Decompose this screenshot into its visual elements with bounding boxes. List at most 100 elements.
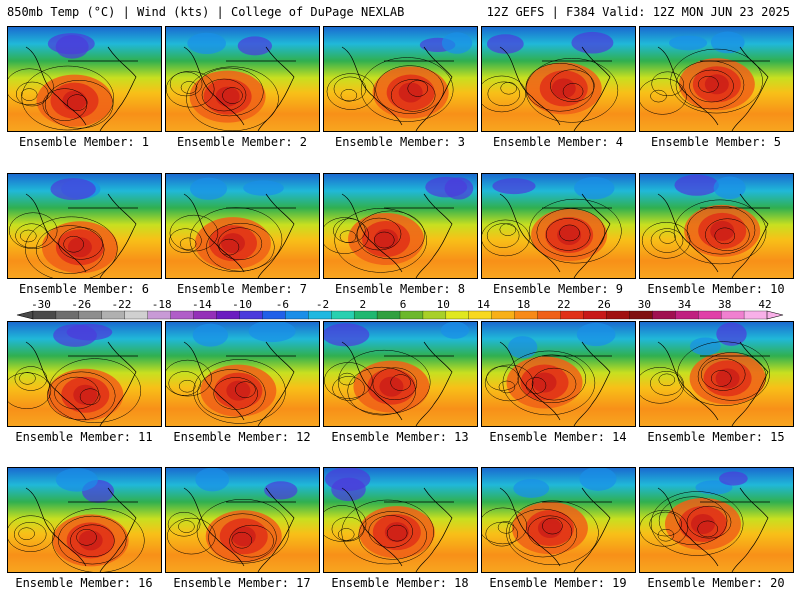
cool-anomaly bbox=[444, 177, 474, 200]
ensemble-member-map bbox=[639, 321, 794, 427]
colorbar-tick-label: -30 bbox=[31, 298, 51, 311]
colorbar-swatch bbox=[101, 310, 126, 320]
height-contour bbox=[482, 507, 528, 545]
cool-anomaly bbox=[53, 324, 97, 347]
warm-anomaly bbox=[557, 224, 582, 245]
ensemble-member-map bbox=[481, 321, 636, 427]
height-contour bbox=[222, 87, 243, 104]
ensemble-member-map bbox=[639, 26, 794, 132]
height-contour bbox=[686, 505, 732, 539]
ensemble-member-label: Ensemble Member: 19 bbox=[489, 576, 627, 590]
height-contour bbox=[235, 381, 256, 398]
ensemble-member-label: Ensemble Member: 12 bbox=[173, 430, 311, 444]
header-run-info: 12Z GEFS | F384 Valid: 12Z MON JUN 23 20… bbox=[486, 5, 790, 19]
height-contour bbox=[340, 89, 358, 102]
height-contour bbox=[229, 524, 274, 558]
cool-anomaly bbox=[689, 337, 721, 356]
height-contour bbox=[208, 513, 277, 562]
colorbar-tick-label: -2 bbox=[316, 298, 329, 311]
height-contour bbox=[324, 217, 369, 254]
ensemble-member-label: Ensemble Member: 7 bbox=[176, 282, 308, 296]
height-contour bbox=[206, 222, 275, 272]
cool-anomaly bbox=[571, 31, 614, 54]
colorbar-swatch bbox=[262, 310, 286, 320]
colorbar-tick-label: 14 bbox=[477, 298, 491, 311]
height-contour bbox=[179, 379, 196, 393]
height-contour bbox=[347, 366, 416, 416]
height-contour bbox=[375, 65, 444, 114]
ensemble-member-map bbox=[165, 173, 320, 279]
height-contour bbox=[373, 231, 395, 249]
colorbar-swatch bbox=[170, 310, 195, 320]
height-contour bbox=[70, 524, 115, 558]
height-contour bbox=[525, 63, 595, 112]
height-contour bbox=[650, 491, 744, 556]
ensemble-member-label: Ensemble Member: 16 bbox=[15, 576, 153, 590]
warm-anomaly bbox=[398, 82, 423, 103]
height-contour bbox=[54, 376, 99, 410]
ensemble-member-map bbox=[323, 321, 478, 427]
coastline bbox=[183, 487, 296, 572]
height-contour bbox=[324, 505, 367, 542]
height-contour bbox=[697, 520, 718, 538]
coastline bbox=[341, 46, 454, 131]
height-contour bbox=[545, 218, 591, 251]
coastline bbox=[25, 46, 138, 131]
height-contour bbox=[217, 227, 263, 260]
height-contour bbox=[484, 364, 534, 402]
cool-anomaly bbox=[710, 31, 745, 54]
height-contour bbox=[8, 212, 58, 249]
colorbar-tick-label: 22 bbox=[557, 298, 570, 311]
coastline bbox=[657, 46, 770, 131]
colorbar-swatch bbox=[32, 310, 57, 320]
colorbar-tick-label: -6 bbox=[276, 298, 289, 311]
height-contour bbox=[486, 366, 519, 391]
colorbar-tick-label: 6 bbox=[400, 298, 407, 311]
ensemble-member-label: Ensemble Member: 6 bbox=[18, 282, 150, 296]
colorbar-swatch bbox=[743, 310, 768, 320]
height-contour bbox=[337, 349, 431, 415]
ensemble-member-label: Ensemble Member: 14 bbox=[489, 430, 627, 444]
ensemble-member-map bbox=[481, 467, 636, 573]
cool-anomaly bbox=[324, 323, 370, 347]
header-title: 850mb Temp (°C) | Wind (kts) | College o… bbox=[7, 5, 405, 19]
height-contour bbox=[527, 515, 573, 549]
cool-anomaly bbox=[248, 322, 296, 343]
height-contour bbox=[529, 198, 622, 264]
height-contour bbox=[386, 524, 408, 542]
height-contour bbox=[169, 214, 219, 252]
height-contour bbox=[186, 66, 279, 131]
height-contour bbox=[640, 367, 685, 404]
height-contour bbox=[76, 529, 97, 546]
cool-anomaly bbox=[695, 480, 733, 495]
height-contour bbox=[63, 235, 84, 253]
ensemble-member-label: Ensemble Member: 8 bbox=[334, 282, 466, 296]
cool-anomaly bbox=[264, 481, 298, 500]
height-contour bbox=[35, 225, 105, 274]
height-contour bbox=[689, 69, 734, 103]
height-contour bbox=[658, 373, 676, 387]
cool-anomaly bbox=[237, 36, 273, 56]
colorbar-swatch bbox=[239, 310, 263, 320]
colorbar-arrow-right bbox=[766, 310, 784, 320]
colorbar-swatch bbox=[147, 310, 172, 320]
ensemble-member-label: Ensemble Member: 9 bbox=[492, 282, 624, 296]
height-contour bbox=[497, 521, 515, 534]
warm-anomaly bbox=[715, 368, 740, 389]
colorbar-swatch bbox=[285, 310, 309, 320]
cool-anomaly bbox=[674, 174, 719, 196]
colorbar-tick-label: -14 bbox=[192, 298, 212, 311]
height-contour bbox=[650, 89, 667, 103]
warm-anomaly bbox=[231, 526, 256, 547]
height-contour bbox=[640, 78, 687, 115]
coastline bbox=[657, 341, 770, 426]
height-contour bbox=[58, 515, 127, 565]
height-contour bbox=[710, 370, 732, 387]
ensemble-member-map bbox=[165, 321, 320, 427]
ensemble-member-map bbox=[639, 467, 794, 573]
colorbar-swatch bbox=[537, 310, 562, 320]
ensemble-member-map bbox=[7, 173, 162, 279]
cool-anomaly bbox=[441, 32, 473, 54]
height-contour bbox=[25, 216, 118, 278]
ensemble-member-map bbox=[7, 26, 162, 132]
